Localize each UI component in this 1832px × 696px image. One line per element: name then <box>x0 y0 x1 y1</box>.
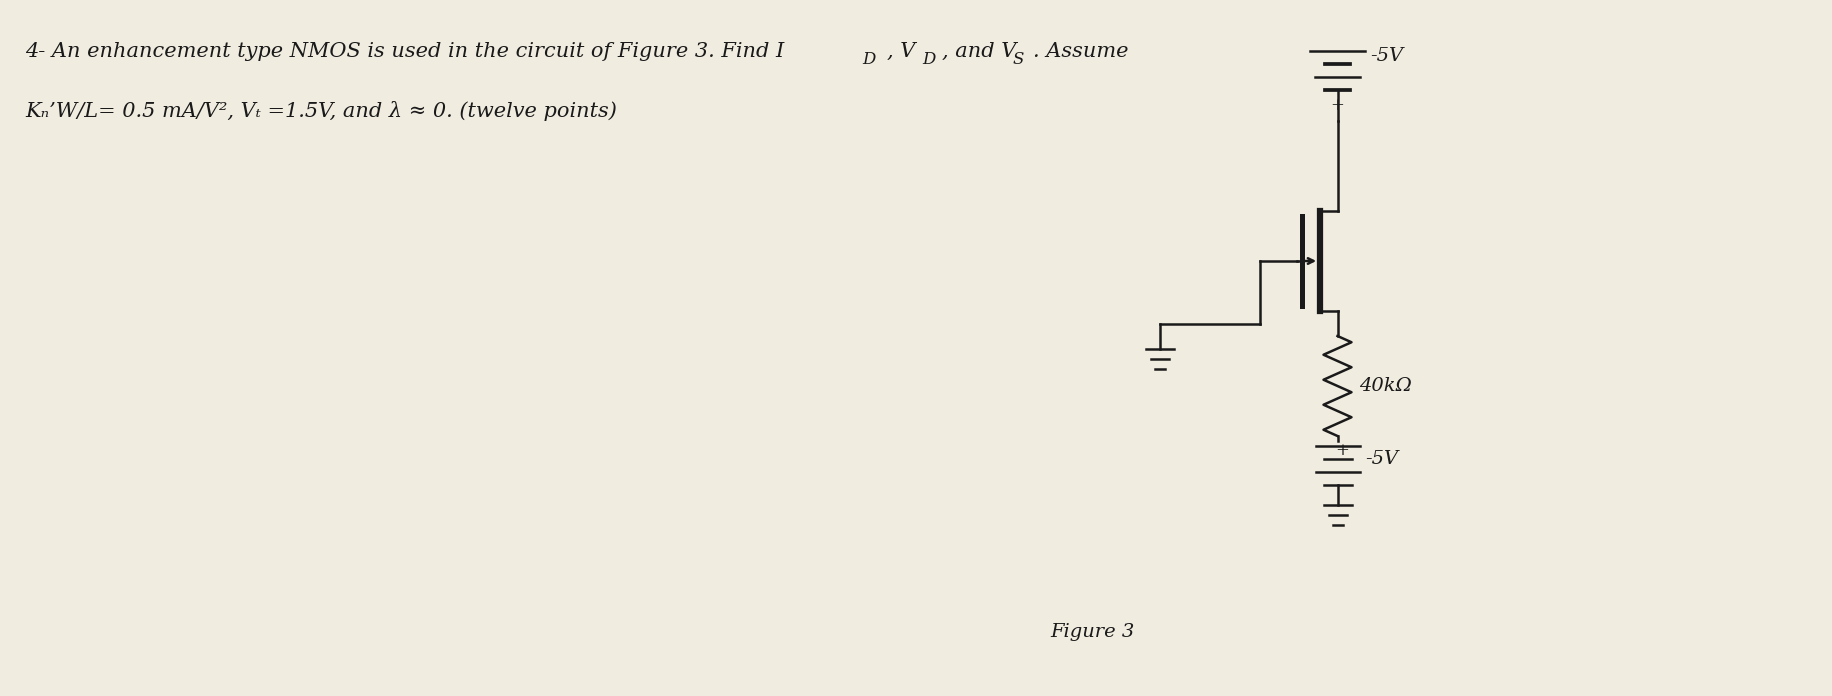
Text: Figure 3: Figure 3 <box>1050 623 1134 641</box>
Text: S: S <box>1013 51 1024 68</box>
Text: D: D <box>921 51 936 68</box>
Text: 40kΩ: 40kΩ <box>1359 377 1412 395</box>
Text: -5V: -5V <box>1365 450 1398 468</box>
Text: . Assume: . Assume <box>1033 42 1129 61</box>
Text: +: + <box>1330 97 1345 115</box>
Text: +: + <box>1336 443 1350 459</box>
Text: -5V: -5V <box>1370 47 1403 65</box>
Text: D: D <box>863 51 876 68</box>
Text: , V: , V <box>887 42 916 61</box>
Text: 4- An enhancement type NMOS is used in the circuit of Figure 3. Find I: 4- An enhancement type NMOS is used in t… <box>26 42 784 61</box>
Text: Kₙ’W/L= 0.5 mA/V², Vₜ =1.5V, and λ ≈ 0. (twelve points): Kₙ’W/L= 0.5 mA/V², Vₜ =1.5V, and λ ≈ 0. … <box>26 101 617 121</box>
Text: , and V: , and V <box>942 42 1017 61</box>
